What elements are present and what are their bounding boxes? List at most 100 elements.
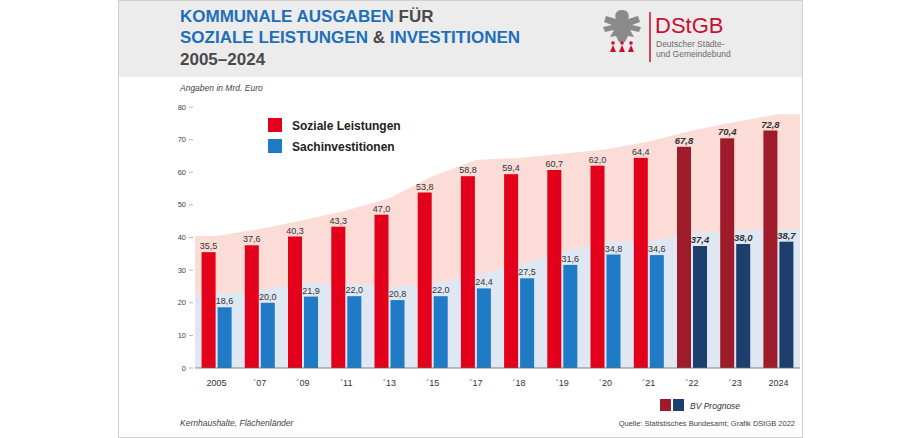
y-tick: [189, 270, 193, 271]
y-tick-label: 70: [178, 135, 186, 144]
data-label: 20,0: [259, 292, 277, 302]
bar: [245, 245, 259, 368]
data-label: 59,4: [502, 163, 520, 173]
bar: [763, 131, 777, 369]
bar: [418, 193, 432, 369]
data-label: 40,3: [286, 226, 304, 236]
logo-eagle: [603, 10, 641, 42]
data-label: 18,6: [216, 296, 234, 306]
y-tick-label: 40: [178, 233, 186, 242]
bar: [591, 166, 605, 368]
bar: [288, 237, 302, 369]
bar: [261, 303, 275, 368]
prognosis-swatch: [660, 399, 671, 411]
bar: [391, 300, 405, 368]
y-tick-label: 10: [178, 331, 186, 340]
legend-label: Soziale Leistungen: [292, 119, 401, 133]
bar: [720, 138, 734, 368]
page: {"chart_data": { "type": "bar", "title":…: [0, 0, 920, 438]
logo-figure: [619, 45, 625, 52]
y-tick: [189, 237, 193, 238]
x-tick-label: ´09: [296, 378, 309, 388]
legend-label: Sachinvestitionen: [292, 140, 395, 154]
data-label: 43,3: [330, 216, 348, 226]
x-tick-label: ´15: [426, 378, 439, 388]
bar: [375, 215, 389, 368]
data-label: 21,9: [302, 286, 320, 296]
data-label: 31,6: [562, 254, 580, 264]
y-tick-label: 50: [178, 200, 186, 209]
bar: [736, 244, 750, 368]
logo-text: und Gemeindebund: [656, 49, 731, 59]
data-label: 27,5: [518, 267, 536, 277]
title-word: &: [368, 28, 385, 47]
prognosis-swatch: [673, 399, 684, 411]
title: KOMMUNALE AUSGABEN FÜR: [180, 7, 433, 26]
data-label: 34,8: [605, 244, 623, 254]
y-tick-label: 30: [178, 266, 186, 275]
y-axis-label: Angaben in Mrd. Euro: [179, 83, 263, 93]
x-tick-label: ´07: [253, 378, 266, 388]
x-tick-label: ´21: [642, 378, 655, 388]
title-word: KOMMUNALE: [180, 7, 292, 26]
trend-band: [195, 114, 800, 368]
data-label: 35,5: [200, 241, 218, 251]
source: Quelle: Statistisches Bundesamt; Grafik …: [619, 419, 795, 428]
data-label: 37,4: [691, 234, 710, 245]
logo: DStGBDeutscher Städte-und Gemeindebund: [603, 10, 731, 62]
data-label: 38,0: [734, 232, 753, 243]
data-label: 67,8: [675, 135, 694, 146]
trend-band: [195, 229, 800, 368]
bar: [779, 242, 793, 368]
chart: KOMMUNALE AUSGABEN FÜR SOZIALE LEISTUNGEN…: [0, 0, 920, 438]
bar: [477, 288, 491, 368]
x-tick-label: ´23: [729, 378, 742, 388]
data-label: 37,6: [243, 234, 261, 244]
y-tick-label: 20: [178, 298, 186, 307]
bar: [461, 176, 475, 368]
data-label: 38,7: [777, 230, 796, 241]
bar: [504, 174, 518, 368]
legend-swatch: [268, 139, 282, 153]
data-label: 20,8: [389, 289, 407, 299]
x-tick-label: ´20: [599, 378, 612, 388]
legend-swatch: [268, 118, 282, 132]
x-tick-label: ´19: [556, 378, 569, 388]
bar: [650, 255, 664, 368]
logo-figure: [610, 45, 616, 52]
bar: [218, 307, 232, 368]
logo-figure: [620, 41, 624, 45]
x-tick-label: 2005: [207, 378, 227, 388]
prognosis-label: BV Prognose: [690, 401, 740, 411]
logo-text: Deutscher Städte-: [656, 39, 725, 49]
data-label: 22,0: [432, 285, 450, 295]
logo-divider: [649, 12, 651, 62]
data-label: 53,8: [416, 182, 434, 192]
logo-figure: [629, 41, 633, 45]
data-label: 58,8: [459, 165, 477, 175]
data-label: 60,7: [546, 159, 564, 169]
title-word: AUSGABEN: [292, 7, 393, 26]
data-label: 62,0: [589, 155, 607, 165]
data-label: 24,4: [475, 277, 493, 287]
bar: [634, 158, 648, 368]
bar: [547, 170, 561, 368]
x-tick-label: ´11: [340, 378, 352, 388]
title-word: INVESTITIONEN: [385, 28, 520, 47]
data-label: 47,0: [373, 204, 391, 214]
data-label: 34,6: [648, 244, 666, 254]
bar: [607, 255, 621, 369]
logo-figure: [611, 41, 615, 45]
bar: [331, 227, 345, 368]
title-word: LEISTUNGEN: [254, 28, 368, 47]
subtitle: 2005–2024: [180, 50, 266, 69]
title: SOZIALE LEISTUNGEN & INVESTITIONEN: [180, 28, 520, 47]
data-label: 70,4: [718, 126, 737, 137]
x-axis: [195, 368, 800, 369]
y-tick: [189, 204, 193, 205]
data-label: 22,0: [346, 285, 364, 295]
x-tick-label: ´17: [469, 378, 482, 388]
bar: [563, 265, 577, 368]
bar: [693, 246, 707, 368]
x-tick-label: ´13: [383, 378, 396, 388]
